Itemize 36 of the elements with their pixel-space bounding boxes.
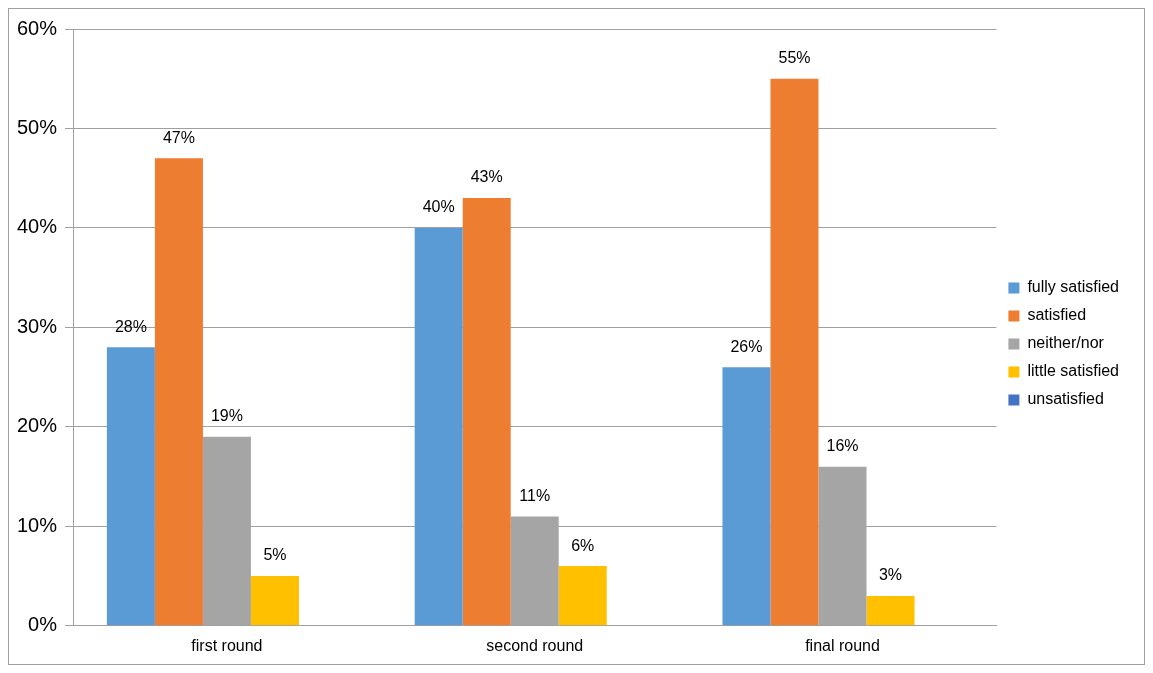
x-tick-label: second round (486, 636, 584, 654)
bar (414, 227, 463, 626)
y-tick-label: 50% (17, 115, 58, 138)
bar (770, 78, 819, 626)
bar (722, 367, 771, 626)
x-tick-label: first round (191, 636, 263, 654)
x-tick-label: final round (805, 636, 880, 654)
y-tick-label: 10% (17, 513, 58, 536)
y-tick-label: 40% (17, 215, 58, 238)
data-label: 5% (263, 546, 287, 564)
y-tick-label: 0% (28, 613, 58, 636)
legend-label: unsatisfied (1027, 390, 1104, 408)
data-label: 43% (470, 168, 503, 186)
data-label: 26% (730, 337, 763, 355)
data-label: 55% (778, 49, 811, 67)
bar (866, 595, 915, 626)
legend-label: fully satisfied (1027, 278, 1119, 296)
bar (154, 158, 203, 626)
data-label: 3% (878, 566, 903, 584)
data-label: 19% (210, 407, 243, 425)
legend-label: neither/nor (1027, 334, 1105, 352)
data-label: 6% (571, 536, 595, 554)
bar (462, 198, 511, 626)
bar (106, 347, 155, 626)
data-label: 16% (826, 437, 859, 455)
legend-label: satisfied (1027, 306, 1087, 324)
data-label: 47% (162, 128, 195, 146)
y-tick-label: 30% (17, 314, 58, 337)
y-tick-label: 20% (17, 414, 58, 437)
legend-label: little satisfied (1027, 362, 1119, 380)
y-tick-label: 60% (17, 16, 58, 39)
bar (250, 576, 299, 626)
bar (558, 566, 607, 626)
data-label: 40% (422, 198, 455, 216)
data-label: 28% (114, 317, 147, 335)
data-label: 11% (519, 486, 551, 504)
